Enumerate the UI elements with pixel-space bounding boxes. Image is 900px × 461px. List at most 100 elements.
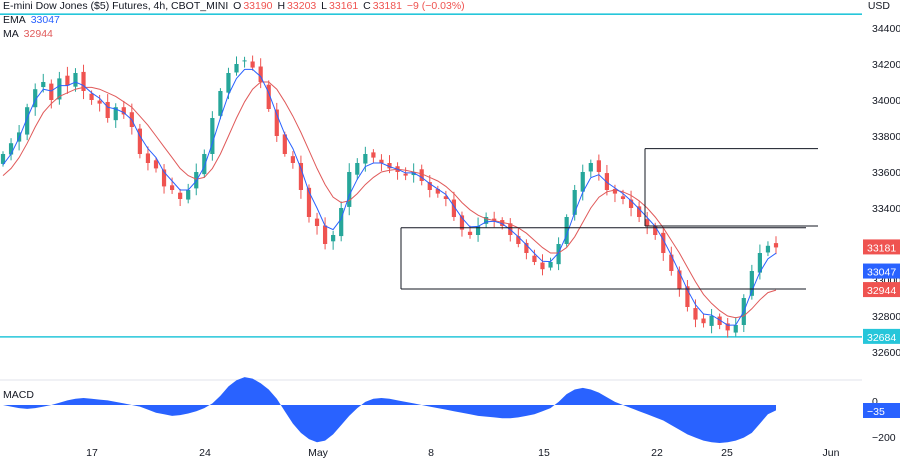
candle-body [266,84,271,109]
x-tick-label: 8 [428,447,434,459]
ema-value: 33047 [30,14,60,26]
low-value: 33161 [329,0,359,12]
y-tick-label: 33600 [872,167,900,179]
candle-body [443,196,448,199]
candle-body [403,173,408,176]
close-value: 33181 [372,0,402,12]
open-value: 33190 [243,0,273,12]
candle-body [733,325,738,333]
candle-body [339,208,344,237]
candle-body [645,219,650,226]
x-tick-label: 24 [199,447,211,459]
candle-body [548,262,553,268]
candle-body [226,73,231,93]
candle-body [210,118,215,154]
candle-body [282,134,287,154]
candle-body [290,156,295,163]
candle-body [572,190,577,215]
x-tick-label: 25 [721,447,733,459]
ma-line [2,81,777,319]
macd-badge: −35 [863,403,900,418]
high-label: H [277,0,286,12]
x-tick-label: Jun [823,447,840,459]
ma-legend[interactable]: MA 32944 [3,28,55,41]
range-boxes[interactable] [400,148,818,290]
candle-body [653,226,658,235]
x-tick-label: May [308,447,329,459]
candle-body [331,235,336,242]
price-axis[interactable]: 3440034200340003380033600334003320033000… [872,23,900,444]
candle-body [419,169,424,181]
macd-histogram [3,377,776,443]
candle-body [355,163,360,175]
candle-body [169,185,175,190]
last-price-badge: 33181 [863,239,900,255]
candle-body [411,172,416,176]
ema-legend[interactable]: EMA 33047 [3,14,62,27]
ma-label: MA [3,28,19,40]
candle-body [435,188,440,194]
candle-body [701,318,706,324]
candle-body [81,71,86,91]
candle-body [97,100,102,104]
ema-badge-text: 33047 [867,267,896,279]
y-tick-label: 34400 [872,23,900,35]
candle-body [322,225,328,244]
support-low-badge: 32684 [863,328,900,344]
support-low-badge-text: 32684 [867,332,896,344]
candle-body [475,226,481,235]
candle-body [73,73,78,87]
candle-body [532,255,537,262]
candle-body [612,188,618,194]
candle-body [363,154,368,164]
symbol-header[interactable]: E-mini Dow Jones ($5) Futures, 4h, CBOT_… [3,0,467,13]
candle-body [153,160,159,169]
candle-body [250,61,255,68]
candle-body [298,163,304,190]
candle-body [588,163,593,172]
change-value: −9 (−0.03%) [406,0,465,12]
candle-body [242,60,247,62]
candle-body [202,154,207,175]
y-tick-label: 33400 [872,203,900,215]
candlestick-series [0,55,779,338]
candle-body [145,153,151,163]
candle-body [137,128,142,154]
candle-body [693,308,698,320]
x-tick-label: 22 [651,447,663,459]
symbol-title: E-mini Dow Jones ($5) Futures, 4h, CBOT_… [3,0,229,12]
candle-body [669,254,674,271]
candle-body [757,253,762,273]
candle-body [492,218,497,221]
candle-body [749,271,754,296]
candle-body [717,316,722,325]
ema-line [2,68,777,326]
candle-body [306,187,312,217]
support-resistance-lines[interactable] [0,13,862,338]
candle-body [661,232,666,253]
close-label: C [363,0,371,12]
ma-value: 32944 [23,28,53,40]
candle-body [387,163,392,169]
x-tick-label: 15 [538,447,550,459]
candle-body [467,231,473,235]
candle-body [8,143,14,155]
candle-body [371,152,376,158]
time-axis[interactable]: 17 24 May 8 15 22 25 Jun [86,447,839,459]
y-tick-label: 34200 [872,59,900,71]
candle-body [178,192,183,199]
candle-body [89,93,94,100]
last-price-badge-text: 33181 [867,242,896,254]
candle-body [161,169,167,187]
candle-body [41,82,46,88]
open-label: O [233,0,242,12]
candle-body [685,286,690,307]
candle-body [258,66,263,82]
candle-body [57,78,62,100]
candle-body [500,220,505,226]
candle-body [234,64,239,73]
candle-body [484,217,489,224]
candle-body [218,91,223,116]
macd-tick-label: 0 [872,396,878,408]
